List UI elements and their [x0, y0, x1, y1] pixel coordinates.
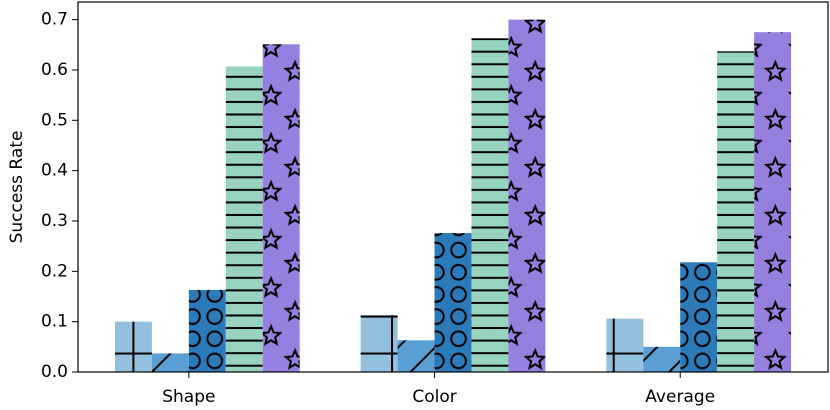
x-tick-label: Average [645, 387, 715, 407]
y-tick-label: 0.6 [41, 60, 68, 80]
y-tick-label: 0.7 [41, 10, 68, 30]
bar [262, 44, 300, 373]
bar [397, 340, 435, 372]
x-tick-label: Color [412, 387, 456, 407]
bar [643, 346, 681, 372]
y-tick-label: 0.4 [41, 161, 68, 181]
bar [360, 315, 398, 372]
bar [508, 19, 546, 372]
y-tick-label: 0.2 [41, 261, 68, 281]
bar [680, 262, 718, 372]
bar [188, 289, 226, 372]
bar [151, 353, 189, 372]
y-tick-label: 0.1 [41, 312, 68, 332]
bar [225, 66, 263, 373]
bar [717, 51, 755, 372]
x-tick-label: Shape [162, 387, 215, 407]
bar [754, 32, 792, 373]
bar [114, 321, 152, 372]
bar [471, 38, 509, 372]
bar [606, 318, 644, 372]
y-axis-label: Success Rate [7, 131, 27, 244]
y-tick-label: 0.0 [41, 362, 68, 382]
bar [434, 233, 472, 372]
y-tick-label: 0.5 [41, 110, 68, 130]
y-tick-label: 0.3 [41, 211, 68, 231]
axes-frame [77, 1, 829, 373]
